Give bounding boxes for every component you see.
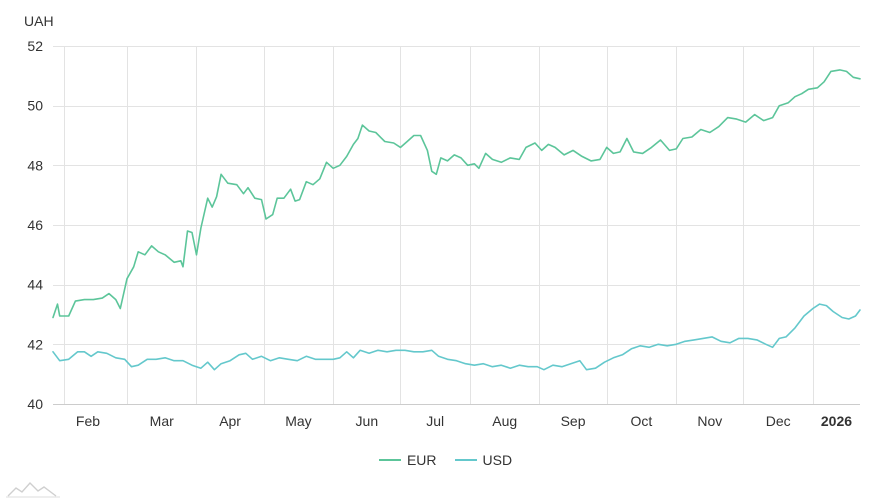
x-tick-label: Mar <box>150 413 174 429</box>
x-tick-label: Jul <box>426 413 444 429</box>
y-tick-label: 42 <box>27 336 43 352</box>
y-axis-unit-label: UAH <box>24 13 54 29</box>
legend-swatch-usd <box>454 459 477 461</box>
legend-item-usd[interactable]: USD <box>454 452 513 468</box>
series-line-usd[interactable] <box>52 303 861 371</box>
y-tick-label: 50 <box>27 98 43 114</box>
grid <box>53 46 860 405</box>
x-tick-label: Sep <box>561 413 586 429</box>
series-line-eur[interactable] <box>52 69 861 319</box>
y-tick-label: 46 <box>27 217 43 233</box>
x-tick-label: Oct <box>631 413 653 429</box>
legend: EUR USD <box>0 452 891 468</box>
legend-label-eur: EUR <box>406 452 437 468</box>
x-tick-label: Apr <box>219 413 241 429</box>
legend-item-eur[interactable]: EUR <box>378 452 437 468</box>
x-tick-label: May <box>285 413 311 429</box>
y-tick-label: 48 <box>27 157 43 173</box>
y-tick-label: 52 <box>27 38 43 54</box>
x-tick-label: Aug <box>492 413 517 429</box>
line-chart: 40 42 44 46 48 50 52 Feb Mar Apr May Jun Jul Aug Sep Oc… <box>24 13 861 429</box>
x-tick-label: Nov <box>697 413 722 429</box>
y-tick-label: 44 <box>27 277 43 293</box>
y-tick-label: 40 <box>27 396 43 412</box>
legend-swatch-eur <box>378 459 401 461</box>
x-tick-label: 2026 <box>821 413 852 429</box>
x-tick-label: Jun <box>356 413 379 429</box>
x-tick-label: Dec <box>766 413 791 429</box>
legend-label-usd: USD <box>482 452 513 468</box>
x-tick-label: Feb <box>76 413 100 429</box>
watermark-logo-icon <box>6 481 60 498</box>
axes: 40 42 44 46 48 50 52 Feb Mar Apr May Jun Jul Aug Sep Oc… <box>27 38 860 429</box>
series-group <box>52 69 861 371</box>
